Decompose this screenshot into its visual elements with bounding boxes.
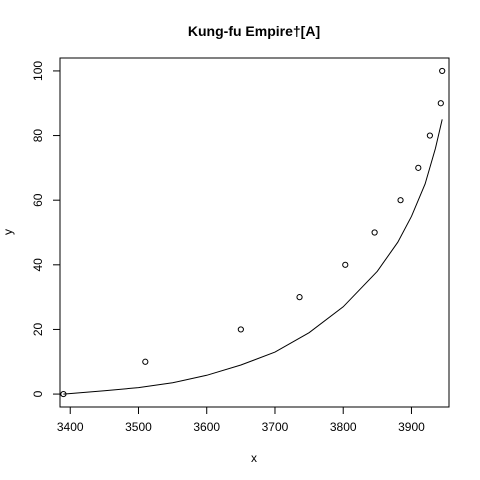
data-point bbox=[343, 262, 348, 267]
x-tick-label: 3800 bbox=[330, 420, 357, 434]
data-point bbox=[416, 165, 421, 170]
x-tick-label: 3500 bbox=[125, 420, 152, 434]
y-tick-label: 80 bbox=[31, 129, 45, 143]
y-axis-label: y bbox=[1, 229, 15, 235]
data-point bbox=[398, 198, 403, 203]
x-tick-label: 3400 bbox=[57, 420, 84, 434]
data-point bbox=[372, 230, 377, 235]
data-point bbox=[143, 359, 148, 364]
x-tick-label: 3700 bbox=[262, 420, 289, 434]
data-point bbox=[438, 101, 443, 106]
x-axis-label: x bbox=[251, 451, 257, 465]
chart-title: Kung-fu Empire†[A] bbox=[188, 23, 320, 39]
y-tick-label: 0 bbox=[31, 390, 45, 397]
data-point bbox=[238, 327, 243, 332]
fit-line-layer bbox=[63, 119, 442, 394]
x-tick-label: 3900 bbox=[398, 420, 425, 434]
y-tick-label: 100 bbox=[31, 61, 45, 81]
data-point bbox=[440, 68, 445, 73]
data-point bbox=[427, 133, 432, 138]
y-tick-label: 40 bbox=[31, 258, 45, 272]
scatter-points bbox=[61, 68, 445, 396]
x-axis: 3400 3500 3600 3700 3800 3900 bbox=[57, 407, 425, 434]
x-tick-label: 3600 bbox=[193, 420, 220, 434]
data-point bbox=[297, 295, 302, 300]
y-tick-label: 20 bbox=[31, 322, 45, 336]
plot-frame bbox=[60, 58, 449, 407]
y-axis: 0 20 40 60 80 100 bbox=[31, 61, 60, 398]
fit-curve bbox=[63, 119, 442, 394]
y-tick-label: 60 bbox=[31, 193, 45, 207]
